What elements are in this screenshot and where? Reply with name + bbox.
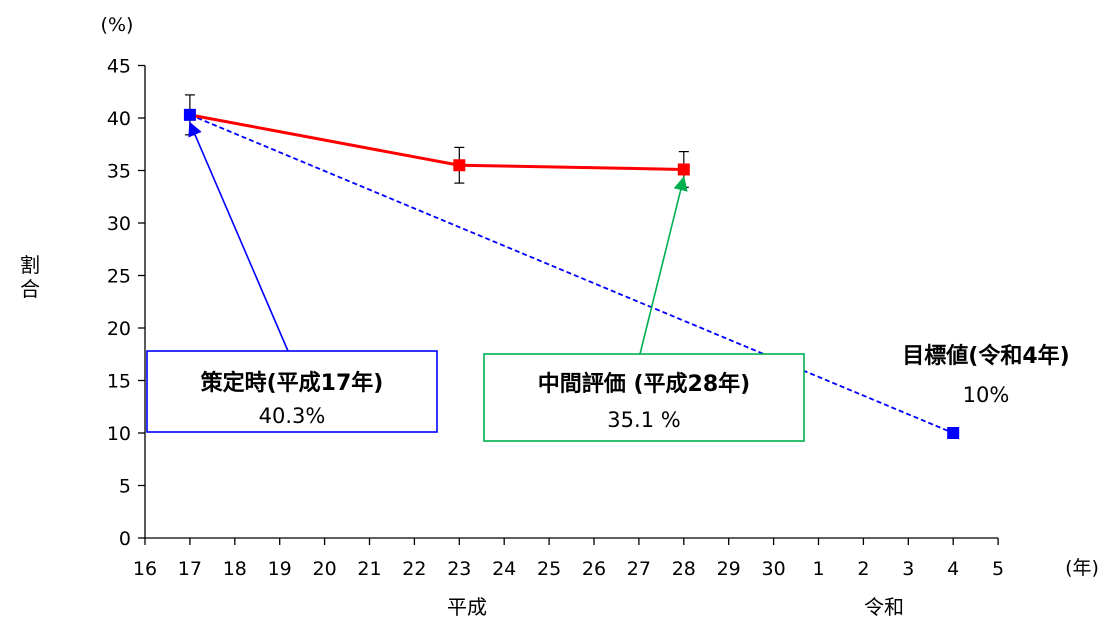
x-unit-label: (年) bbox=[1065, 557, 1099, 579]
data-point bbox=[453, 159, 466, 172]
annotation-title: 中間評価 (平成28年) bbox=[538, 371, 750, 397]
y-tick-label: 30 bbox=[107, 213, 131, 235]
x-tick-label: 25 bbox=[537, 558, 561, 580]
x-tick-label: 3 bbox=[902, 558, 914, 580]
y-unit-label: (%) bbox=[101, 14, 134, 36]
x-tick-label: 27 bbox=[627, 558, 651, 580]
annotation-arrow bbox=[188, 121, 289, 352]
x-tick-label: 17 bbox=[178, 558, 202, 580]
y-tick-label: 5 bbox=[119, 476, 131, 498]
x-tick-label: 16 bbox=[133, 558, 157, 580]
annotation-layer: 策定時(平成17年) 40.3% 中間評価 (平成28年) 35.1 % 目標値(令和4… bbox=[146, 121, 1070, 442]
annotation-box bbox=[146, 350, 438, 433]
x-tick-label: 1 bbox=[812, 558, 824, 580]
y-tick-label: 0 bbox=[119, 528, 131, 550]
annotation-value: 10% bbox=[963, 383, 1010, 407]
target-point bbox=[947, 427, 960, 439]
x-tick-label: 5 bbox=[992, 558, 1004, 580]
era-label: 平成 bbox=[447, 595, 487, 619]
x-tick-label: 19 bbox=[268, 558, 292, 580]
y-tick-label: 15 bbox=[107, 371, 131, 393]
era-label: 令和 bbox=[864, 595, 904, 619]
x-tick-label: 22 bbox=[402, 558, 426, 580]
actual-series-line bbox=[189, 113, 684, 171]
x-tick-label: 29 bbox=[717, 558, 741, 580]
y-tick-label: 20 bbox=[107, 318, 131, 340]
x-tick-label: 30 bbox=[762, 558, 786, 580]
x-tick-label: 18 bbox=[223, 558, 247, 580]
x-tick-label: 20 bbox=[313, 558, 337, 580]
y-axis-title-char: 合 bbox=[20, 277, 40, 301]
y-tick-label: 10 bbox=[107, 423, 131, 445]
data-point bbox=[183, 108, 196, 121]
x-tick-label: 26 bbox=[582, 558, 606, 580]
target-trend-line bbox=[189, 114, 954, 434]
y-tick-label: 25 bbox=[107, 266, 131, 288]
data-point bbox=[677, 163, 690, 176]
x-tick-label: 4 bbox=[947, 558, 959, 580]
y-axis-title-char: 割 bbox=[20, 253, 40, 277]
y-tick-label: 40 bbox=[107, 108, 131, 130]
annotation-box bbox=[483, 353, 805, 442]
x-tick-label: 21 bbox=[357, 558, 381, 580]
y-axis-title: 割合 bbox=[20, 253, 40, 301]
x-tick-label: 23 bbox=[447, 558, 471, 580]
y-tick-label: 45 bbox=[107, 56, 131, 78]
annotation-arrow bbox=[639, 176, 688, 355]
x-tick-label: 24 bbox=[492, 558, 516, 580]
y-tick-label: 35 bbox=[107, 161, 131, 183]
annotation-value: 40.3% bbox=[259, 404, 326, 428]
annotation-title: 目標値(令和4年) bbox=[902, 343, 1069, 369]
x-tick-label: 28 bbox=[672, 558, 696, 580]
annotation-value: 35.1 % bbox=[607, 408, 680, 432]
x-tick-label: 2 bbox=[857, 558, 869, 580]
annotation-title: 策定時(平成17年) bbox=[201, 370, 384, 396]
